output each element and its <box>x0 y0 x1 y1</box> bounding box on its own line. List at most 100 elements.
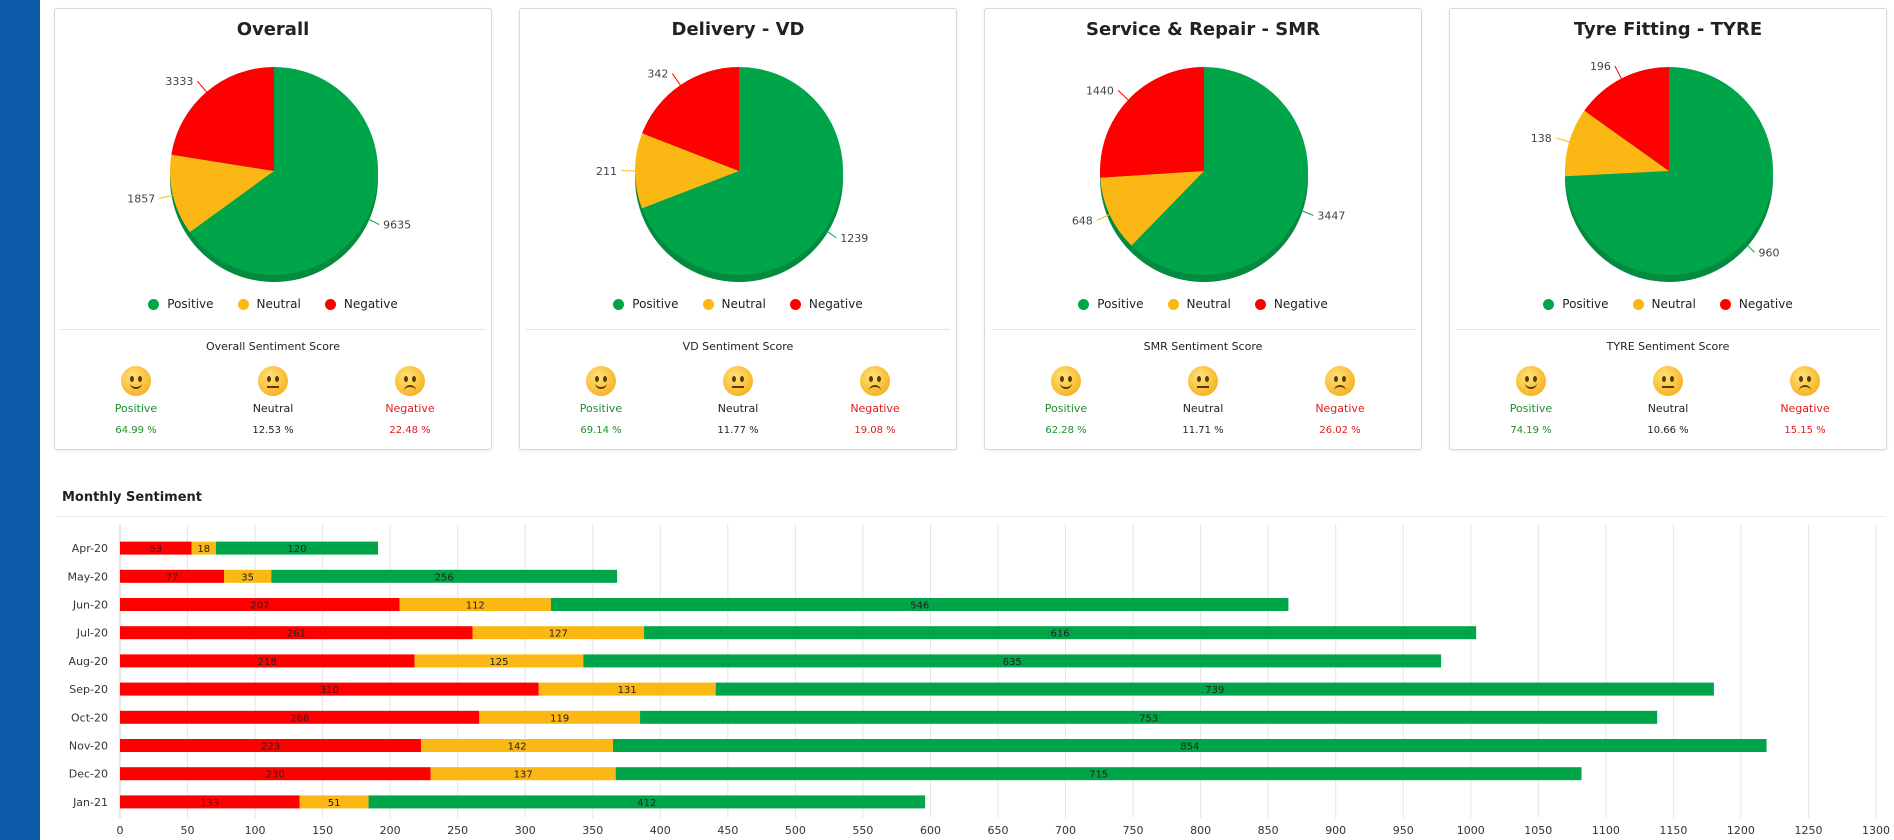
legend-label: Neutral <box>721 297 766 311</box>
bar-segment-positive[interactable] <box>715 682 1714 696</box>
bar-segment-negative[interactable] <box>120 682 539 696</box>
score-label: Negative <box>1315 402 1365 415</box>
bar-segment-positive[interactable] <box>583 654 1442 668</box>
legend-label: Neutral <box>1186 297 1231 311</box>
bar-segment-negative[interactable] <box>120 710 480 724</box>
score-label: Positive <box>114 402 158 415</box>
bar-segment-neutral[interactable] <box>538 682 716 696</box>
legend-label: Positive <box>1562 297 1609 311</box>
x-tick-label: 1000 <box>1457 824 1485 836</box>
score-label: Positive <box>1044 402 1088 415</box>
bar-segment-negative[interactable] <box>120 569 225 583</box>
pie-slice-positive[interactable] <box>1565 67 1773 275</box>
bar-segment-neutral[interactable] <box>472 626 645 640</box>
pie-slice-negative[interactable] <box>1100 67 1204 178</box>
bar-segment-positive[interactable] <box>640 710 1658 724</box>
frowning-face-icon <box>1790 366 1820 396</box>
bar-segment-positive[interactable] <box>550 598 1289 611</box>
legend-negative[interactable]: Negative <box>789 297 863 311</box>
pie-slice-neutral[interactable] <box>170 154 274 233</box>
pie-data-label: 1857 <box>127 193 155 206</box>
score-value: 11.77 % <box>717 425 759 436</box>
positive-dot-icon <box>1543 298 1555 310</box>
legend-positive[interactable]: Positive <box>613 297 679 311</box>
bar-segment-positive[interactable] <box>613 739 1767 752</box>
legend-neutral[interactable]: Neutral <box>237 297 301 311</box>
bar-data-label: 739 <box>1205 685 1224 696</box>
bar-data-label: 261 <box>287 629 306 640</box>
bar-segment-neutral[interactable] <box>191 541 216 555</box>
negative-dot-icon <box>789 298 801 310</box>
bar-segment-negative[interactable] <box>120 739 422 752</box>
pie-slice-positive[interactable] <box>1131 67 1308 275</box>
x-tick-label: 1100 <box>1592 824 1620 836</box>
score-label: Negative <box>385 402 435 415</box>
bar-data-label: 230 <box>266 770 285 781</box>
x-tick-label: 500 <box>785 824 806 836</box>
pie-slice-negative[interactable] <box>642 67 739 171</box>
pie-legend: Positive Neutral Negative <box>985 297 1421 311</box>
bar-segment-negative[interactable] <box>120 598 400 611</box>
bar-segment-negative[interactable] <box>120 541 192 555</box>
pie-data-label: 3447 <box>1317 209 1345 222</box>
bar-data-label: 310 <box>320 685 339 696</box>
legend-negative[interactable]: Negative <box>324 297 398 311</box>
legend-neutral[interactable]: Neutral <box>702 297 766 311</box>
score-value: 74.19 % <box>1510 425 1552 436</box>
pie-slice-neutral[interactable] <box>635 133 739 209</box>
y-tick-label: Dec-20 <box>69 768 108 781</box>
legend-label: Neutral <box>256 297 301 311</box>
bar-segment-neutral[interactable] <box>479 710 641 724</box>
legend-neutral[interactable]: Neutral <box>1167 297 1231 311</box>
pie-connector <box>1614 65 1622 79</box>
pie-slice-negative[interactable] <box>1584 67 1669 171</box>
bar-segment-neutral[interactable] <box>224 569 272 583</box>
positive-dot-icon <box>613 298 625 310</box>
y-tick-label: Jun-20 <box>72 599 108 612</box>
pie-slice-neutral[interactable] <box>1100 171 1204 246</box>
legend-positive[interactable]: Positive <box>1543 297 1609 311</box>
pie-slice-negative[interactable] <box>171 67 274 171</box>
y-tick-label: Apr-20 <box>72 542 108 555</box>
bar-segment-positive[interactable] <box>215 541 378 555</box>
bar-segment-neutral[interactable] <box>399 598 551 611</box>
bar-segment-negative[interactable] <box>120 626 473 640</box>
positive-dot-icon <box>1078 298 1090 310</box>
bar-segment-positive[interactable] <box>368 795 926 809</box>
bar-segment-positive[interactable] <box>615 767 1582 781</box>
smiling-face-icon <box>121 366 151 396</box>
pie-slice-positive[interactable] <box>189 67 378 275</box>
score-title: Overall Sentiment Score <box>206 340 340 353</box>
legend-positive[interactable]: Positive <box>1078 297 1144 311</box>
legend-negative[interactable]: Negative <box>1254 297 1328 311</box>
y-tick-label: Oct-20 <box>71 711 108 724</box>
bar-segment-negative[interactable] <box>120 654 415 668</box>
pie-slice-neutral[interactable] <box>1565 110 1669 177</box>
bar-segment-neutral[interactable] <box>421 739 614 752</box>
score-label: Negative <box>1780 402 1830 415</box>
bar-segment-positive[interactable] <box>271 569 618 583</box>
bar-segment-neutral[interactable] <box>430 767 616 781</box>
pie-slice-positive[interactable] <box>641 67 843 275</box>
bar-segment-positive[interactable] <box>644 626 1477 640</box>
bar-data-label: 18 <box>197 544 210 555</box>
sentiment-card-overall: Overall 9635 1857 3333 Positive Neutral Ne… <box>54 8 492 450</box>
legend-negative[interactable]: Negative <box>1719 297 1793 311</box>
bar-data-label: 753 <box>1139 713 1158 724</box>
legend-neutral[interactable]: Neutral <box>1632 297 1696 311</box>
x-tick-label: 200 <box>380 824 401 836</box>
score-label: Neutral <box>717 402 759 415</box>
bar-segment-negative[interactable] <box>120 767 431 781</box>
bar-segment-neutral[interactable] <box>299 795 369 809</box>
legend-label: Negative <box>343 297 398 311</box>
pie-data-label: 342 <box>647 68 668 81</box>
score-label: Neutral <box>1647 402 1689 415</box>
score-value: 11.71 % <box>1182 425 1224 436</box>
pie-connector <box>1744 242 1755 253</box>
bar-segment-negative[interactable] <box>120 795 300 809</box>
bar-segment-neutral[interactable] <box>414 654 584 668</box>
neutral-dot-icon <box>1632 298 1644 310</box>
legend-positive[interactable]: Positive <box>148 297 214 311</box>
pie-chart: 9635 1857 3333 <box>55 57 493 297</box>
bar-data-label: 616 <box>1051 629 1070 640</box>
